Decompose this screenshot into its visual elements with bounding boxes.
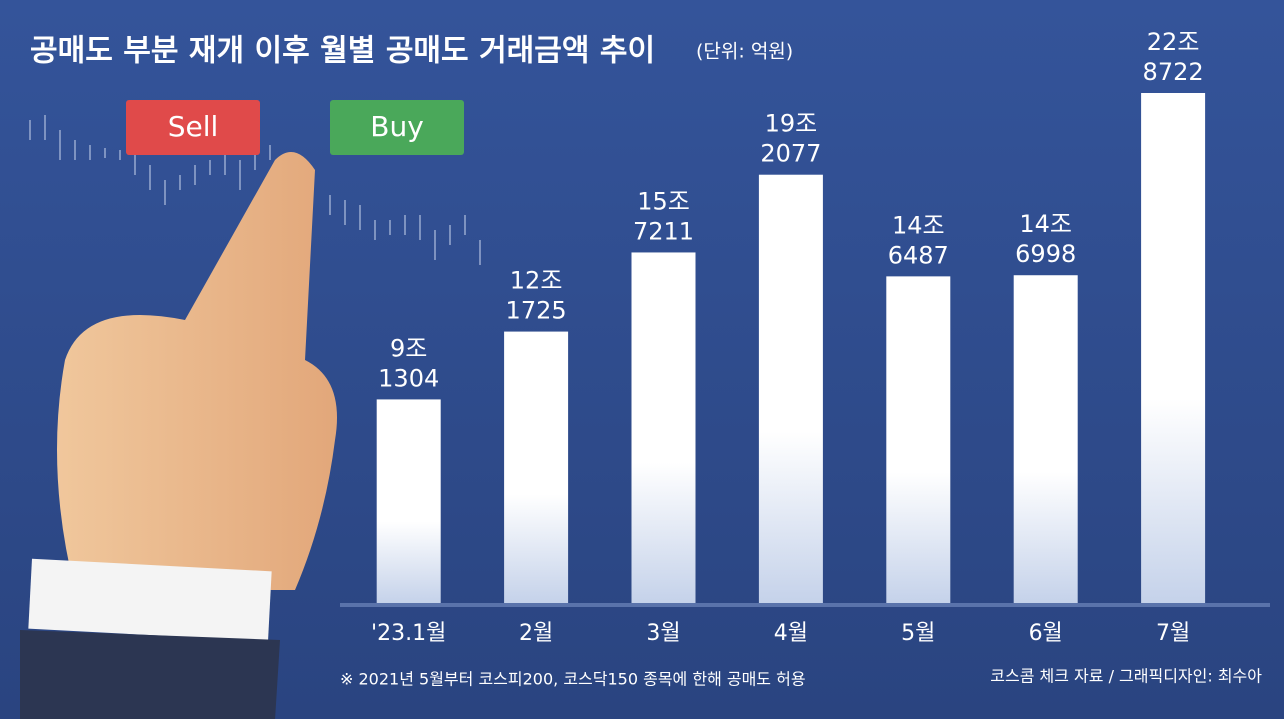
x-tick-label: 4월: [774, 621, 808, 646]
sell-label: Sell: [168, 110, 219, 143]
value-label: 1304: [378, 364, 439, 392]
bar: [376, 399, 441, 603]
value-label: 8722: [1143, 58, 1204, 86]
value-label: 9조: [390, 334, 427, 362]
x-tick-label: 2월: [519, 621, 553, 646]
value-label: 12조: [510, 267, 563, 295]
value-label: 6998: [1015, 240, 1076, 268]
bar: [758, 174, 823, 603]
value-label: 19조: [765, 110, 818, 138]
x-tick-label: 5월: [901, 621, 935, 646]
bar: [886, 276, 951, 603]
value-label: 6487: [888, 241, 949, 269]
x-tick-label: 7월: [1156, 621, 1190, 646]
note: ※ 2021년 5월부터 코스피200, 코스닥150 종목에 한해 공매도 허…: [340, 670, 806, 689]
value-label: 2077: [760, 140, 821, 168]
x-tick-label: 6월: [1029, 621, 1063, 646]
chart-subtitle: (단위: 억원): [696, 41, 793, 63]
candles: [29, 115, 481, 265]
bar: [504, 331, 569, 603]
value-label: 22조: [1147, 28, 1200, 56]
buy-label: Buy: [370, 110, 424, 143]
buy-button: [330, 100, 464, 155]
x-tick-label: '23.1월: [371, 621, 446, 646]
value-label: 15조: [637, 187, 690, 215]
bar: [1013, 275, 1078, 603]
x-tick-label: 3월: [646, 621, 680, 646]
bar: [631, 252, 696, 604]
sell-button: [126, 100, 260, 155]
value-label: 7211: [633, 217, 694, 245]
bar: [1141, 93, 1206, 603]
source: 코스콤 체크 자료 / 그래픽디자인: 최수아: [990, 667, 1262, 686]
chart-title: 공매도 부분 재개 이후 월별 공매도 거래금액 추이: [30, 34, 655, 69]
value-label: 14조: [1019, 210, 1072, 238]
hand: [20, 152, 337, 719]
value-label: 1725: [506, 297, 567, 325]
value-label: 14조: [892, 211, 945, 239]
